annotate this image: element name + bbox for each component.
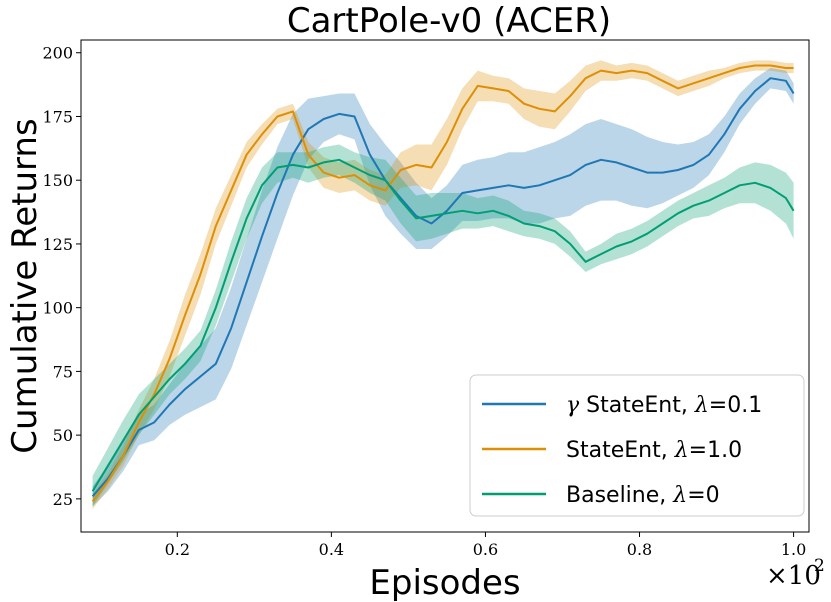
y-axis-label: Cumulative Returns: [5, 118, 45, 453]
x-tick-label: 0.2: [165, 540, 190, 559]
y-tick-label: 100: [42, 299, 73, 318]
line-series-2: [91, 158, 795, 492]
legend-label-2: Baseline, λ=0: [566, 483, 720, 508]
y-axis-ticks: 25 50 75 100 125 150 175 200: [42, 44, 81, 509]
line-series-1: [91, 64, 794, 503]
x-axis-ticks: 0.2 0.4 0.6 0.8 1.0: [165, 532, 806, 559]
x-axis-multiplier: ×10: [766, 561, 821, 591]
y-tick-label: 125: [42, 235, 73, 254]
y-tick-label: 175: [42, 107, 73, 126]
series-lines: [91, 64, 795, 503]
legend: γ StateEnt, λ=0.1 StateEnt, λ=1.0 Baseline…: [469, 374, 805, 517]
y-tick-label: 25: [53, 490, 73, 509]
x-axis-multiplier-exponent: 2: [814, 556, 825, 576]
y-tick-label: 50: [53, 426, 73, 445]
x-tick-label: 0.6: [473, 540, 498, 559]
line-series-0: [91, 77, 795, 497]
y-tick-label: 200: [42, 44, 73, 63]
x-tick-label: 0.4: [319, 540, 344, 559]
legend-label-1: StateEnt, λ=1.0: [566, 438, 742, 463]
x-tick-label: 1.0: [781, 540, 806, 559]
legend-label-0: γ StateEnt, λ=0.1: [566, 393, 762, 418]
band-series-2: [92, 144, 794, 507]
y-tick-label: 75: [53, 362, 73, 381]
y-tick-label: 150: [42, 171, 73, 190]
plot-frame: [80, 39, 810, 533]
chart-title: CartPole-v0 (ACER): [287, 1, 611, 41]
legend-box: [469, 374, 805, 517]
x-tick-label: 0.8: [627, 540, 652, 559]
x-axis-label: Episodes: [369, 563, 520, 602]
